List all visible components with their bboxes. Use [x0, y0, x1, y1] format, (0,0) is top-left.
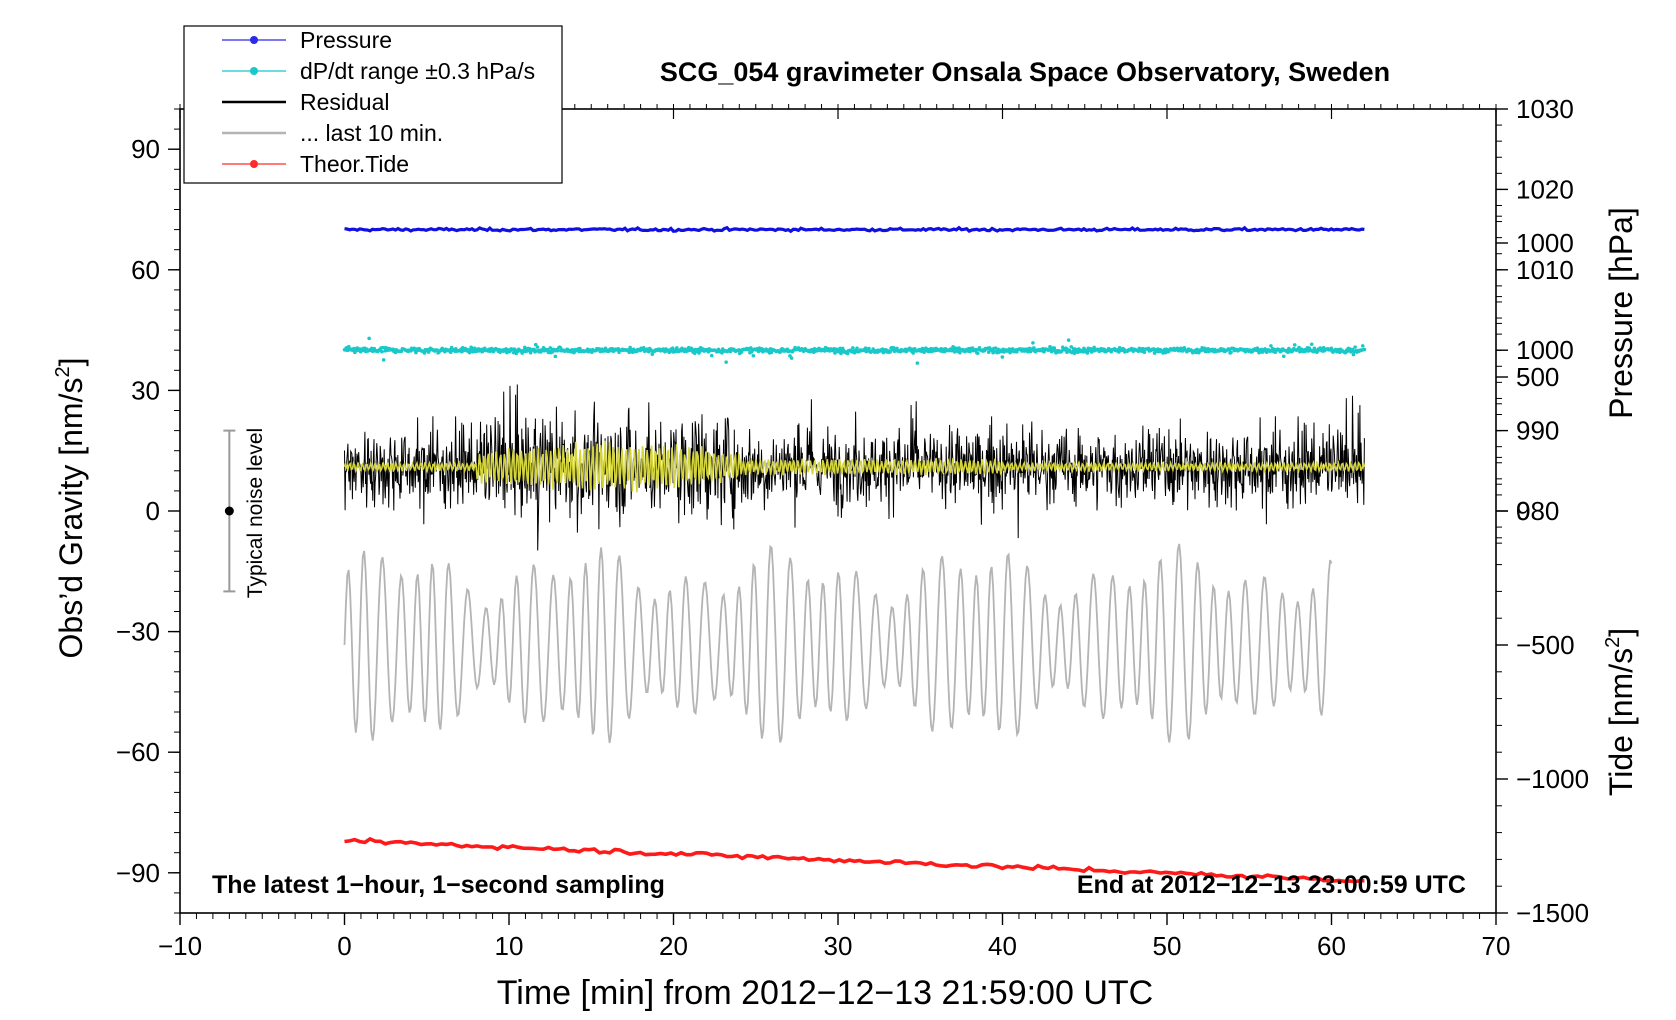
series-layer	[342, 225, 1367, 884]
x-tick-label: 0	[337, 931, 351, 961]
y-tick-label: 60	[131, 255, 160, 285]
chart-title: SCG_054 gravimeter Onsala Space Observat…	[660, 57, 1390, 87]
legend-label: Theor.Tide	[300, 151, 409, 177]
pressure-tick-label: 1020	[1516, 174, 1574, 204]
legend-label: Pressure	[300, 27, 392, 53]
legend-marker	[250, 36, 258, 44]
y-tick-label: 90	[131, 134, 160, 164]
pressure-series	[344, 225, 1365, 234]
ticks-layer: −10 0 10 20 30 40 50 60 70−90−60−300306090980990…	[116, 94, 1589, 961]
tide-tick-label: −1000	[1516, 764, 1589, 794]
tide-tick-label: −1500	[1516, 898, 1589, 928]
pressure-tick-label: 1030	[1516, 94, 1574, 124]
legend-label: Residual	[300, 89, 390, 115]
tide-tick-label: 0	[1516, 496, 1530, 526]
x-tick-label: 30	[824, 931, 853, 961]
pressure-tick-label: 980	[1516, 496, 1559, 526]
x-axis-label: Time [min] from 2012−12−13 21:59:00 UTC	[497, 974, 1153, 1012]
tide-tick-label: −500	[1516, 630, 1575, 660]
y-tick-label: −90	[116, 858, 160, 888]
residual-series	[344, 384, 1365, 551]
end-time-annotation: End at 2012−12−13 23:00:59 UTC	[1077, 871, 1466, 899]
legend-box	[183, 25, 563, 184]
x-tick-label: 20	[659, 931, 688, 961]
x-tick-label: 10	[495, 931, 524, 961]
theor-tide-series	[344, 836, 1365, 884]
last-10-min-series	[343, 543, 1333, 744]
residual-smoothed-series	[343, 440, 1366, 493]
x-tick-label: 50	[1153, 931, 1182, 961]
y-axis-label-gravity: Obs’d Gravity [nm/s2]	[52, 358, 89, 659]
y-tick-label: 30	[131, 375, 160, 405]
x-tick-label: 40	[988, 931, 1017, 961]
y-tick-label: −60	[116, 737, 160, 767]
legend-marker	[250, 67, 258, 75]
legend: Pressure dP/dt range ±0.3 hPa/s Residual..…	[183, 25, 563, 184]
pressure-tick-label: 990	[1516, 416, 1559, 446]
legend-label: ... last 10 min.	[300, 120, 443, 146]
y-axis-label-pressure: Pressure [hPa]	[1603, 207, 1639, 419]
y-tick-label: −30	[116, 617, 160, 647]
tide-tick-label: 500	[1516, 362, 1559, 392]
noise-level-label: Typical noise level	[244, 428, 267, 598]
dpdt-series	[342, 336, 1367, 365]
y-axis-label-tide: Tide [nm/s2]	[1602, 628, 1639, 796]
x-tick-label: 60	[1317, 931, 1346, 961]
legend-marker	[250, 160, 258, 168]
x-tick-label: −10	[158, 931, 202, 961]
x-tick-label: 70	[1482, 931, 1511, 961]
pressure-tick-label: 1000	[1516, 335, 1574, 365]
y-tick-label: 0	[146, 496, 160, 526]
dpdt-points	[342, 336, 1367, 365]
legend-label: dP/dt range ±0.3 hPa/s	[300, 58, 535, 84]
noise-bar-center	[224, 506, 234, 516]
tide-tick-label: 1000	[1516, 228, 1574, 258]
noise-level-indicator	[223, 429, 236, 593]
sampling-annotation: The latest 1−hour, 1−second sampling	[212, 871, 665, 899]
pressure-tick-label: 1010	[1516, 255, 1574, 285]
